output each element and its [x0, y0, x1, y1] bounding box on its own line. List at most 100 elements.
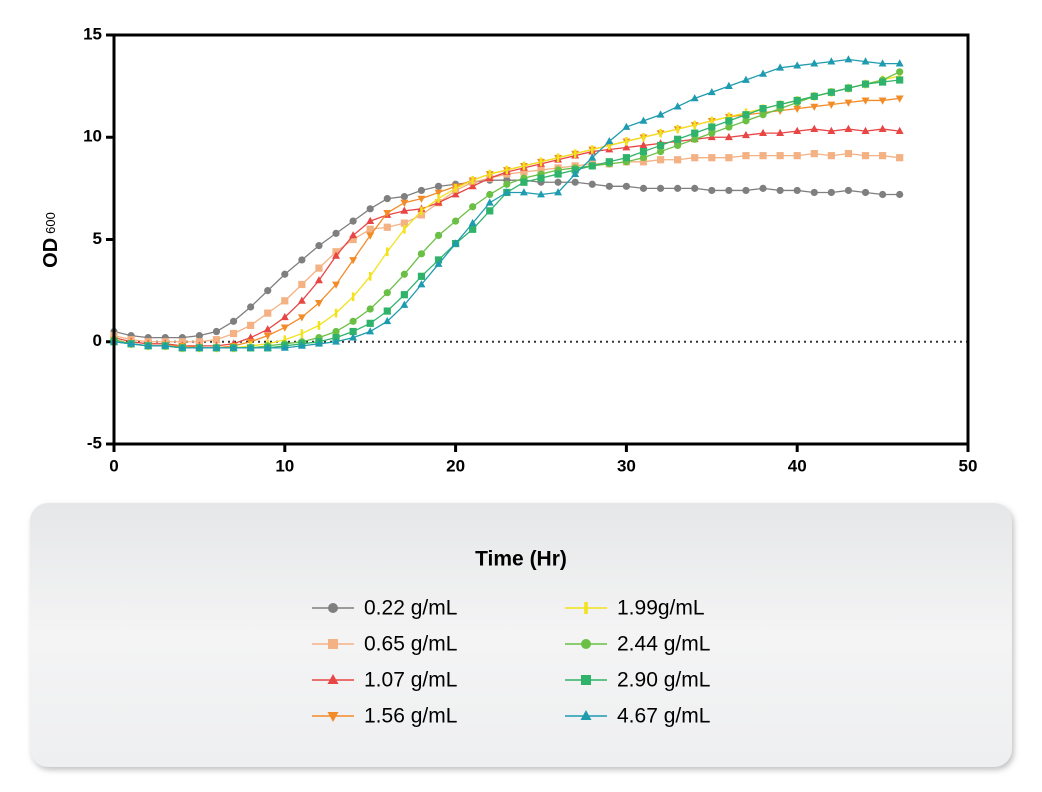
marker [383, 289, 391, 297]
marker [725, 123, 733, 131]
legend-box [30, 503, 1012, 767]
marker [317, 321, 321, 330]
marker [573, 149, 577, 158]
marker [195, 332, 203, 340]
marker [247, 321, 255, 329]
marker [349, 235, 357, 244]
marker [537, 166, 545, 174]
marker [827, 57, 836, 65]
marker [639, 116, 648, 124]
marker [639, 184, 648, 192]
marker [281, 270, 289, 278]
marker [776, 186, 784, 195]
marker [300, 329, 304, 338]
marker [861, 188, 870, 197]
legend-label: 1.56 g/mL [364, 705, 457, 728]
marker [708, 123, 716, 131]
marker [724, 132, 733, 141]
series-line [113, 179, 900, 339]
marker [297, 341, 306, 349]
marker [571, 178, 579, 186]
marker [776, 128, 785, 137]
marker [710, 116, 714, 126]
marker [708, 154, 716, 162]
x-tick-label: 30 [617, 456, 636, 475]
marker [503, 180, 511, 188]
marker [622, 122, 631, 130]
series-line [113, 128, 900, 347]
marker [417, 280, 426, 288]
marker [896, 154, 904, 162]
marker [895, 95, 904, 103]
marker [554, 178, 562, 186]
marker [879, 78, 887, 86]
marker [195, 343, 204, 351]
marker [161, 341, 170, 349]
marker [742, 75, 750, 83]
marker [590, 145, 594, 154]
marker [625, 137, 628, 146]
marker [280, 343, 289, 351]
marker [827, 101, 836, 109]
marker [810, 103, 819, 111]
marker [452, 217, 460, 225]
marker [622, 143, 631, 151]
y-tick-label: 0 [93, 331, 102, 350]
marker [486, 190, 494, 199]
marker [742, 152, 750, 160]
marker [605, 137, 614, 145]
marker [264, 287, 272, 295]
marker [896, 68, 904, 76]
x-tick-label: 50 [959, 456, 978, 475]
marker [486, 207, 494, 215]
series-line [113, 75, 900, 349]
marker [691, 154, 699, 162]
legend-label: 0.22 g/mL [364, 597, 457, 620]
marker [366, 216, 375, 224]
marker [605, 182, 613, 190]
marker [434, 182, 443, 190]
marker [349, 231, 358, 239]
legend-marker [327, 712, 339, 722]
marker [742, 186, 750, 195]
legend-label: 4.67 g/mL [617, 705, 710, 728]
marker [759, 69, 767, 77]
marker [383, 316, 392, 325]
y-label-main: OD [40, 238, 62, 268]
marker [588, 162, 596, 170]
legend-marker [584, 602, 588, 614]
marker [437, 194, 440, 203]
marker [539, 157, 543, 167]
marker [639, 154, 648, 162]
marker [844, 84, 853, 92]
marker [400, 219, 408, 227]
x-tick-label: 0 [109, 456, 118, 475]
marker [674, 141, 682, 150]
x-tick-label: 40 [788, 456, 807, 475]
marker [725, 154, 733, 162]
marker [366, 305, 374, 313]
marker [366, 232, 375, 240]
marker [332, 327, 340, 336]
marker [878, 97, 887, 105]
marker [793, 126, 802, 134]
marker [349, 327, 357, 336]
marker [283, 335, 287, 345]
marker [674, 135, 682, 143]
marker [281, 297, 289, 305]
marker [400, 192, 408, 201]
marker [759, 105, 767, 113]
y-tick-label: -5 [87, 433, 102, 452]
marker [315, 242, 323, 250]
marker [622, 182, 631, 190]
marker [537, 174, 545, 182]
marker [691, 184, 699, 192]
marker [468, 218, 477, 227]
marker [639, 158, 648, 166]
marker [810, 92, 818, 100]
marker [434, 231, 443, 240]
marker [368, 271, 372, 281]
marker [229, 329, 238, 338]
y-label-subscript: 600 [43, 212, 58, 234]
